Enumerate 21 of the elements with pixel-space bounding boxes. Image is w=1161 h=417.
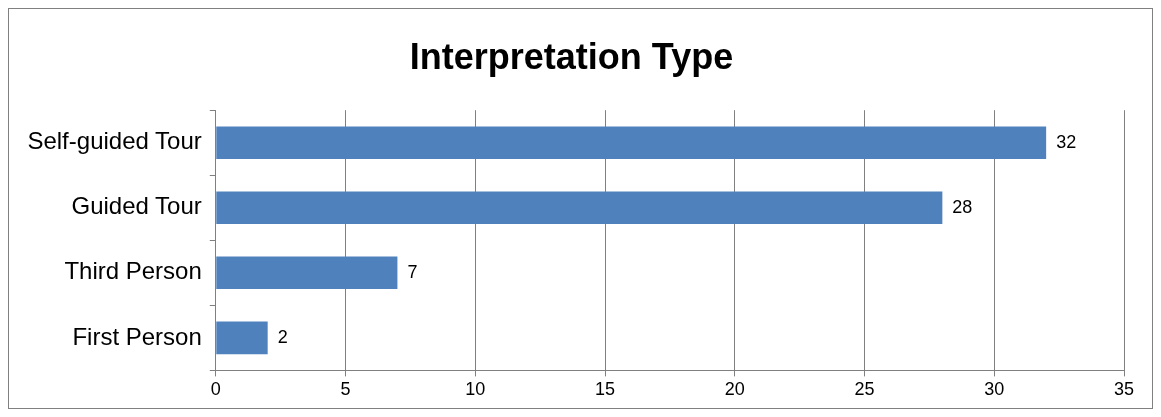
bar [216, 126, 1047, 159]
x-tick-label: 15 [595, 379, 616, 400]
bar [216, 256, 398, 290]
x-tick-label: 25 [854, 379, 875, 400]
x-tick-label: 20 [724, 379, 745, 400]
bar [216, 191, 943, 225]
data-label: 7 [407, 261, 418, 282]
y-tick-label: Guided Tour [71, 192, 202, 220]
x-tick-label: 0 [210, 379, 221, 400]
y-tick-label: Self-guided Tour [27, 127, 202, 155]
x-tick-label: 5 [340, 379, 351, 400]
data-label: 2 [277, 326, 288, 347]
data-label: 32 [1056, 131, 1077, 152]
data-label: 28 [952, 196, 973, 217]
y-tick-label: Third Person [64, 257, 202, 285]
y-tick-label: First Person [72, 322, 202, 350]
x-tick-label: 35 [1113, 379, 1135, 400]
x-tick-label: 30 [984, 379, 1005, 400]
chart-title: Interpretation Type [409, 35, 734, 77]
bar [216, 321, 268, 355]
x-tick-label: 10 [465, 379, 486, 400]
